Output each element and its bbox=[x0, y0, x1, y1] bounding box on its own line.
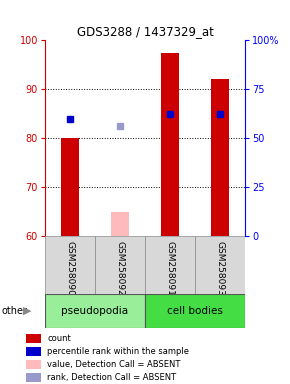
Bar bbox=[45, 294, 145, 328]
Bar bbox=[111, 212, 129, 236]
Text: pseudopodia: pseudopodia bbox=[61, 306, 128, 316]
Text: rank, Detection Call = ABSENT: rank, Detection Call = ABSENT bbox=[47, 373, 176, 382]
Text: GSM258092: GSM258092 bbox=[115, 241, 124, 296]
Bar bbox=[161, 53, 179, 236]
Text: GSM258093: GSM258093 bbox=[215, 241, 224, 296]
Bar bbox=[61, 138, 79, 236]
Text: other: other bbox=[1, 306, 28, 316]
Text: GSM258090: GSM258090 bbox=[66, 241, 75, 296]
Text: ▶: ▶ bbox=[23, 306, 32, 316]
Bar bbox=[195, 236, 245, 294]
Bar bbox=[26, 373, 41, 382]
Bar bbox=[211, 79, 229, 236]
Bar bbox=[95, 236, 145, 294]
Text: count: count bbox=[47, 334, 71, 343]
Text: GDS3288 / 1437329_at: GDS3288 / 1437329_at bbox=[77, 25, 213, 38]
Bar bbox=[26, 334, 41, 343]
Bar bbox=[145, 294, 245, 328]
Text: cell bodies: cell bodies bbox=[167, 306, 223, 316]
Text: percentile rank within the sample: percentile rank within the sample bbox=[47, 347, 189, 356]
Bar bbox=[145, 236, 195, 294]
Bar bbox=[26, 347, 41, 356]
Bar bbox=[26, 360, 41, 369]
Bar bbox=[45, 236, 95, 294]
Text: GSM258091: GSM258091 bbox=[166, 241, 175, 296]
Text: value, Detection Call = ABSENT: value, Detection Call = ABSENT bbox=[47, 360, 181, 369]
